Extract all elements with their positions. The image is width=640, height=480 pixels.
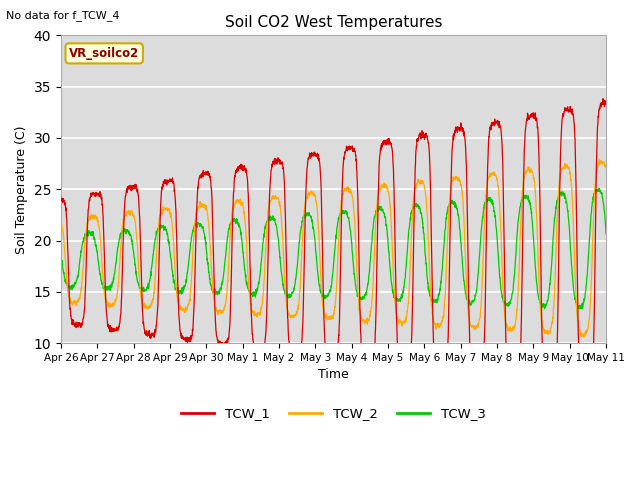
Text: VR_soilco2: VR_soilco2 (69, 47, 140, 60)
Y-axis label: Soil Temperature (C): Soil Temperature (C) (15, 125, 28, 253)
Legend: TCW_1, TCW_2, TCW_3: TCW_1, TCW_2, TCW_3 (176, 402, 491, 426)
Text: No data for f_TCW_4: No data for f_TCW_4 (6, 10, 120, 21)
Title: Soil CO2 West Temperatures: Soil CO2 West Temperatures (225, 15, 442, 30)
X-axis label: Time: Time (318, 369, 349, 382)
